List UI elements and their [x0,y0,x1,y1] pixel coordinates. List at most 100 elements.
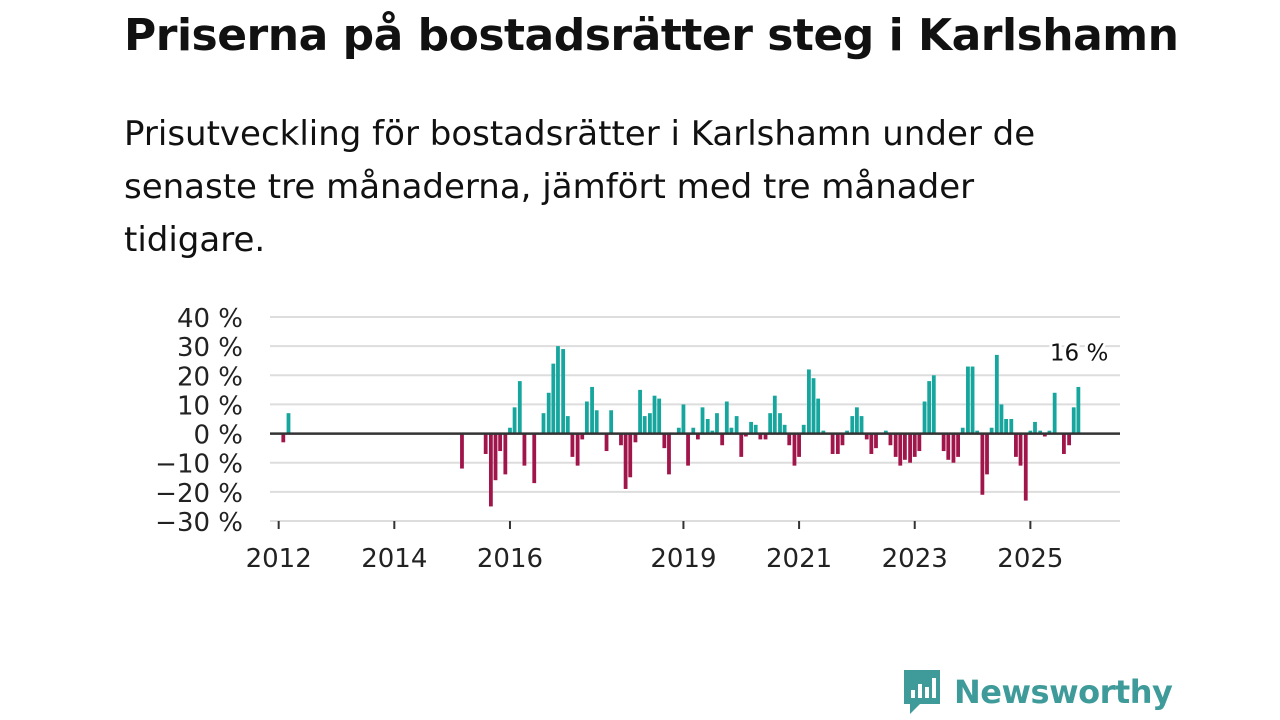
bar [956,433,960,457]
bar [749,421,753,434]
bar [869,433,874,454]
bar [931,375,936,434]
bar [994,354,999,434]
bar [1018,433,1023,466]
bar [787,433,792,446]
bar [1052,392,1057,434]
bar [541,413,546,434]
bar [763,433,768,440]
bar [807,369,811,434]
bars [281,346,1081,507]
bar [565,416,570,434]
annotation-label: 16 % [1050,341,1108,367]
bar [729,427,734,434]
bar [985,433,989,475]
bar [517,381,522,434]
bar [648,413,652,434]
bar [883,430,888,434]
bar [743,433,748,437]
bar [782,424,787,434]
bar [1004,419,1008,434]
bar [623,433,628,489]
bar [609,410,614,434]
chart-subtitle: Prisutveckling för bostadsrätter i Karls… [124,114,1036,260]
bar [1023,433,1028,501]
bar [628,433,633,478]
y-tick-label: 40 % [177,304,243,334]
bar [512,407,517,434]
bar [551,363,556,434]
y-tick-label: 10 % [177,391,243,421]
bar [532,433,537,484]
bar [508,427,512,434]
bar [845,430,849,434]
x-axis: 2012 2014 2016 2019 2021 2023 2025 [246,521,1063,574]
bar [1009,419,1014,434]
x-tick-label: 2023 [882,544,948,574]
bar [850,416,855,434]
newsworthy-logo: Newsworthy [902,668,1173,716]
annotation: 16 % [1047,338,1111,370]
bar [580,433,585,440]
bar [797,433,801,457]
x-tick-label: 2012 [246,544,312,574]
bar [912,433,917,457]
bar [662,433,667,449]
bar [522,433,527,466]
bar [1062,433,1066,454]
bar [772,395,777,434]
bar [286,413,291,434]
bar [975,430,980,434]
bar [584,401,589,434]
bar [811,378,816,434]
bar [734,416,739,434]
x-tick-label: 2025 [997,544,1063,574]
y-tick-label: 30 % [177,333,243,363]
bar [816,398,821,434]
bar [835,433,840,454]
bar [1014,433,1018,457]
bar [695,433,700,440]
bar [686,433,690,466]
bar [691,427,696,434]
bar [951,433,956,463]
x-tick-label: 2016 [477,544,543,574]
gridlines [270,316,1120,522]
bar [1076,386,1081,434]
bar [710,430,715,434]
x-tick-label: 2014 [361,544,427,574]
bar [888,433,893,446]
bar [768,413,773,434]
y-tick-label: 0 % [193,421,243,451]
y-tick-label: −10 % [155,450,243,480]
bar [821,430,826,434]
bar [960,427,965,434]
bar [460,433,464,469]
bar [281,433,286,443]
bar [493,433,498,481]
bar [792,433,797,466]
bar [801,424,806,434]
newsworthy-logo-icon [904,670,940,714]
bar [503,433,508,475]
bar [1028,430,1033,434]
bar [715,413,719,434]
y-tick-label: 20 % [177,362,243,392]
y-tick-label: −20 % [155,479,243,509]
bar [830,433,835,454]
bar [667,433,671,475]
bar [575,433,580,466]
bar [498,433,503,452]
bar [604,433,609,452]
bar [546,392,551,434]
bar [898,433,903,466]
bar [980,433,985,495]
bar [864,433,869,440]
newsworthy-logo-text: Newsworthy [954,673,1173,711]
bar [922,401,927,434]
bar [705,419,710,434]
bar [590,386,594,434]
bar [989,427,994,434]
bar [724,401,729,434]
bar [1067,433,1072,446]
